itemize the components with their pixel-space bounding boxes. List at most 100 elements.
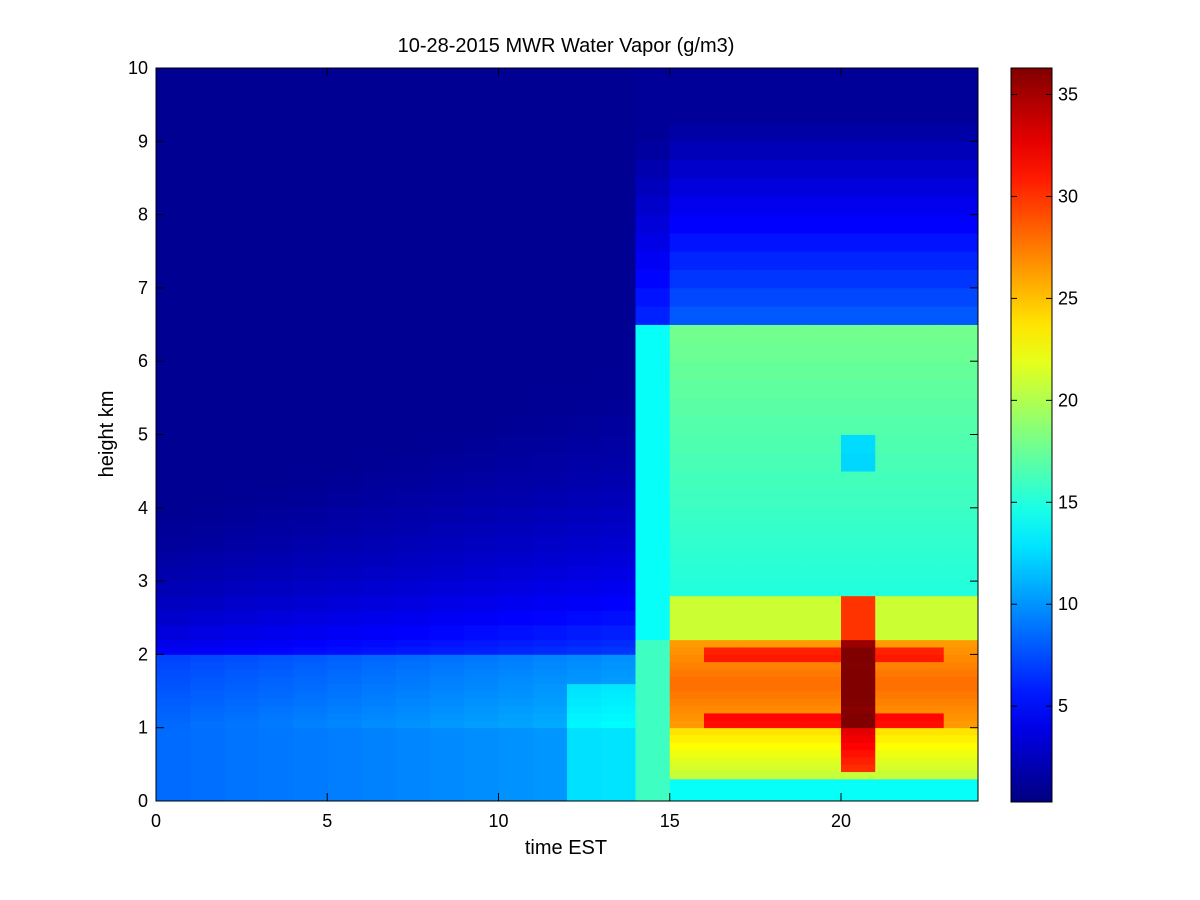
heatmap-cell xyxy=(909,361,945,380)
heatmap-cell xyxy=(361,764,397,773)
heatmap-cell xyxy=(669,177,705,197)
heatmap-cell xyxy=(909,749,945,758)
heatmap-cell xyxy=(258,86,294,106)
heatmap-cell xyxy=(190,159,225,179)
heatmap-cell xyxy=(498,581,534,597)
heatmap-cell xyxy=(875,434,910,454)
heatmap-cell xyxy=(190,764,225,773)
heatmap-cell xyxy=(772,251,808,270)
heatmap-cell xyxy=(669,104,705,124)
heatmap-cell xyxy=(430,251,465,270)
heatmap-cell xyxy=(498,654,534,663)
heatmap-cell xyxy=(943,749,979,758)
y-tick-label: 10 xyxy=(128,58,148,78)
heatmap-cell xyxy=(224,713,260,721)
heatmap-cell xyxy=(806,661,842,670)
heatmap-cell xyxy=(327,735,362,743)
heatmap-cell xyxy=(532,691,568,699)
heatmap-cell xyxy=(498,764,534,773)
heatmap-cell xyxy=(361,214,397,234)
heatmap-cell xyxy=(327,122,362,142)
heatmap-cell xyxy=(704,522,739,538)
heatmap-cell xyxy=(190,397,225,417)
heatmap-cell xyxy=(156,489,191,509)
heatmap-cell xyxy=(772,177,808,197)
heatmap-cell xyxy=(567,720,602,729)
heatmap-cell xyxy=(395,566,431,582)
heatmap-cell xyxy=(806,551,842,567)
heatmap-cell xyxy=(464,713,499,721)
heatmap-cell xyxy=(841,625,876,641)
heatmap-cell xyxy=(704,654,739,663)
heatmap-cell xyxy=(841,713,876,721)
heatmap-cell xyxy=(361,86,397,106)
heatmap-cell xyxy=(430,713,465,721)
heatmap-cell xyxy=(875,735,910,743)
heatmap-cell xyxy=(841,361,876,380)
heatmap-cell xyxy=(190,669,225,677)
heatmap-cell xyxy=(395,452,431,472)
heatmap-cell xyxy=(190,720,225,729)
heatmap-cell xyxy=(430,537,465,553)
heatmap-cell xyxy=(224,196,260,215)
heatmap-cell xyxy=(327,471,362,490)
heatmap-cell xyxy=(327,434,362,454)
heatmap-cell xyxy=(943,342,979,362)
heatmap-cell xyxy=(156,522,191,538)
heatmap-cell xyxy=(601,159,636,179)
heatmap-cell xyxy=(841,669,876,677)
heatmap-cell xyxy=(395,434,431,454)
heatmap-cell xyxy=(806,522,842,538)
heatmap-cell xyxy=(875,86,910,106)
heatmap-cell xyxy=(943,251,979,270)
heatmap-cell xyxy=(841,566,876,582)
heatmap-cell xyxy=(190,489,225,509)
colorbar-tick-label: 10 xyxy=(1058,594,1078,614)
heatmap-cell xyxy=(156,654,191,663)
heatmap-cell xyxy=(532,683,568,692)
heatmap-cell xyxy=(532,654,568,663)
heatmap-cell xyxy=(224,625,260,641)
heatmap-cell xyxy=(327,306,362,325)
heatmap-cell xyxy=(567,625,602,641)
heatmap-cell xyxy=(704,379,739,399)
heatmap-cell xyxy=(190,104,225,124)
heatmap-cell xyxy=(909,232,945,252)
heatmap-cell xyxy=(909,779,945,787)
heatmap-cell xyxy=(327,639,362,648)
heatmap-cell xyxy=(224,698,260,707)
heatmap-cell xyxy=(772,676,808,685)
heatmap-cell xyxy=(635,551,671,567)
heatmap-cell xyxy=(395,661,431,670)
heatmap-cell xyxy=(430,522,465,538)
heatmap-cell xyxy=(601,177,636,197)
heatmap-cell xyxy=(669,141,705,161)
heatmap-cell xyxy=(909,306,945,325)
heatmap-cell xyxy=(875,661,910,670)
heatmap-cell xyxy=(430,661,465,670)
heatmap-cell xyxy=(567,764,602,773)
heatmap-cell xyxy=(224,654,260,663)
heatmap-cell xyxy=(669,251,705,270)
heatmap-cell xyxy=(635,764,671,773)
heatmap-cell xyxy=(635,141,671,161)
heatmap-cell xyxy=(258,595,294,611)
heatmap-cell xyxy=(841,764,876,773)
heatmap-cell xyxy=(258,141,294,161)
heatmap-cell xyxy=(601,595,636,611)
heatmap-cell xyxy=(293,416,328,435)
heatmap-cell xyxy=(909,727,945,736)
heatmap-cell xyxy=(464,625,499,641)
heatmap-cell xyxy=(567,610,602,626)
heatmap-cell xyxy=(738,581,773,597)
heatmap-cell xyxy=(909,177,945,197)
heatmap-cell xyxy=(293,251,328,270)
heatmap-cell xyxy=(498,342,534,362)
heatmap-cell xyxy=(258,122,294,142)
heatmap-cell xyxy=(293,698,328,707)
heatmap-cell xyxy=(293,764,328,773)
heatmap-cell xyxy=(498,489,534,509)
heatmap-cell xyxy=(464,581,499,597)
heatmap-cell xyxy=(293,581,328,597)
heatmap-cell xyxy=(224,177,260,197)
